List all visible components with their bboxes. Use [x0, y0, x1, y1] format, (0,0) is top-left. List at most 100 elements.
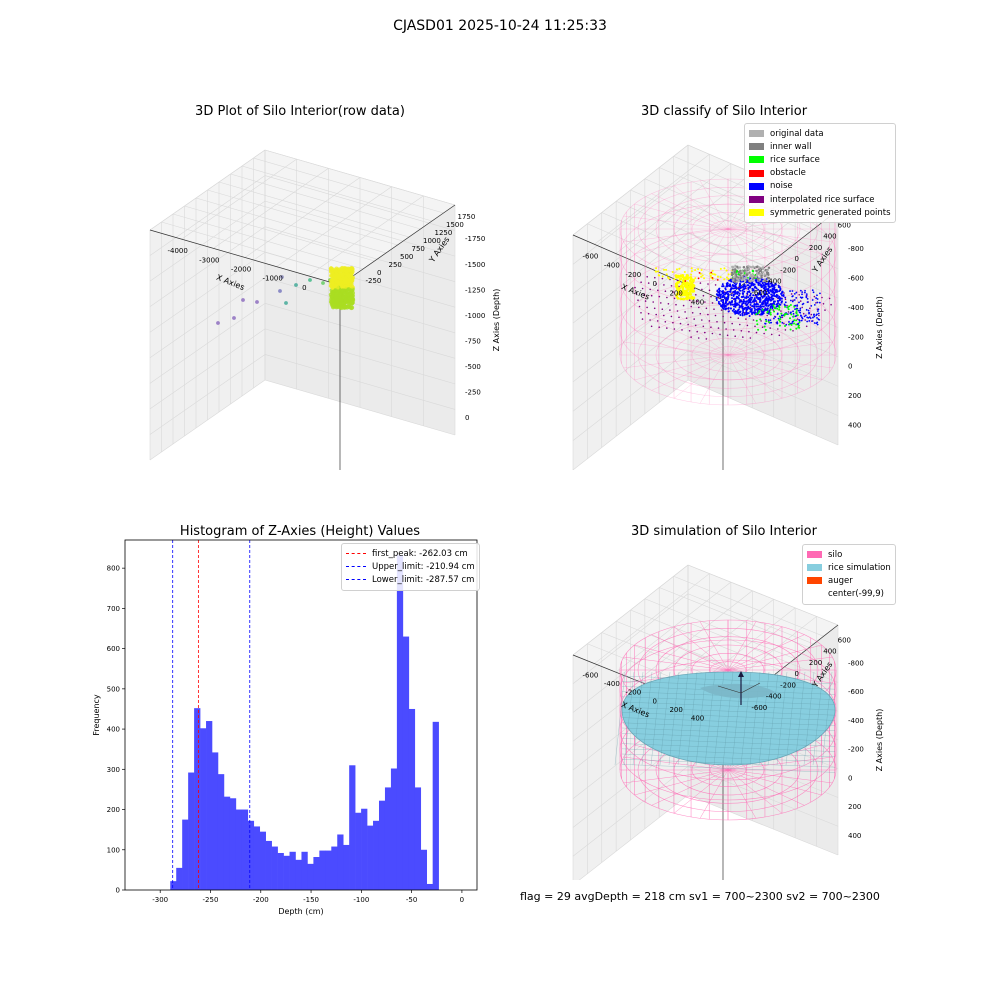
noise-point: [747, 306, 750, 309]
rice-surface-point: [755, 319, 758, 322]
noise-point: [783, 303, 786, 306]
y-tick-label: 200: [809, 244, 822, 252]
noise-point: [737, 303, 740, 306]
z-tick-label: -750: [465, 337, 481, 345]
noise-point: [759, 298, 762, 301]
inner-wall-point: [750, 266, 753, 269]
noise-point: [749, 299, 752, 302]
symmetric-point: [690, 273, 693, 276]
obstacle-point: [698, 271, 701, 274]
rice-surface-point: [787, 308, 790, 311]
y-tick-label: 1750: [458, 213, 476, 221]
grid-line: [218, 181, 410, 238]
noise-point: [755, 296, 758, 299]
inner-wall-point: [755, 265, 759, 269]
silo-wireframe: [727, 769, 757, 819]
noise-point: [769, 282, 772, 285]
rice-surface-point: [772, 304, 775, 307]
grid-line: [687, 350, 839, 416]
histogram-bar: [289, 851, 296, 890]
grid-line: [687, 593, 839, 655]
interpolated-point: [708, 320, 711, 322]
legend-label: rice simulation: [828, 562, 891, 573]
noise-point: [767, 284, 770, 287]
legend-entry: auger: [807, 574, 891, 587]
grid-line: [630, 189, 781, 256]
noise-point: [723, 295, 726, 298]
noise-point: [739, 305, 742, 308]
interpolated-point: [792, 330, 794, 332]
noise-point: [817, 312, 820, 315]
interpolated-point: [796, 318, 799, 320]
noise-point: [793, 292, 796, 295]
y-tick-label: 400: [823, 233, 836, 241]
symmetric-point: [711, 269, 714, 272]
rice-surface-point: [789, 303, 792, 306]
noise-point: [749, 303, 752, 306]
noise-point: [732, 308, 735, 311]
symmetric-point: [725, 269, 728, 272]
noise-point: [770, 295, 773, 298]
rice-surface-point: [798, 321, 801, 324]
interpolated-point: [684, 311, 686, 313]
symmetric-point: [688, 284, 692, 287]
histogram-bar: [235, 809, 243, 890]
interpolated-point: [702, 294, 705, 297]
noise-point: [815, 314, 818, 317]
inner-wall-point: [751, 279, 754, 282]
interpolated-point: [690, 336, 692, 338]
data-point: [339, 300, 344, 306]
inner-wall-point: [734, 268, 737, 271]
noise-point: [804, 289, 806, 292]
interpolated-point: [702, 325, 705, 328]
silo-wireframe: [727, 341, 833, 356]
interpolated-point: [666, 327, 668, 329]
symmetric-point: [713, 273, 716, 276]
legend-swatch: [346, 553, 366, 555]
noise-point: [759, 293, 762, 296]
auger: [717, 685, 742, 694]
noise-point: [741, 312, 744, 315]
rice-surface-point: [768, 321, 771, 324]
silo-wireframe: [623, 656, 729, 671]
grid-line: [264, 277, 456, 334]
data-point: [321, 281, 325, 285]
noise-point: [746, 292, 749, 295]
noise-point: [776, 322, 779, 325]
noise-point: [767, 290, 770, 293]
silo-wireframe: [634, 203, 729, 230]
noise-point: [720, 299, 723, 302]
symmetric-point: [687, 296, 691, 300]
data-point: [278, 289, 282, 293]
noise-point: [775, 293, 778, 296]
noise-point: [755, 305, 758, 308]
noise-point: [723, 305, 726, 308]
noise-point: [800, 297, 803, 299]
rice-surface-point: [789, 317, 792, 320]
symmetric-point: [679, 293, 683, 297]
noise-point: [752, 294, 755, 297]
data-point: [344, 269, 350, 274]
grid-line: [687, 203, 839, 270]
noise-point: [725, 283, 728, 286]
noise-point: [745, 313, 748, 316]
interpolated-point: [778, 334, 781, 337]
interpolated-point: [783, 322, 785, 325]
interpolated-point: [681, 329, 683, 331]
noise-point: [742, 309, 745, 312]
noise-point: [733, 303, 736, 306]
interpolated-point: [711, 332, 714, 335]
grid-line: [572, 291, 689, 383]
interpolated-point: [641, 287, 644, 290]
histogram-bar: [396, 555, 404, 890]
rice-surface-point: [779, 318, 782, 321]
data-point: [346, 273, 351, 278]
x-tick-label: 0: [460, 896, 464, 904]
noise-point: [806, 301, 809, 303]
silo-wireframe: [623, 341, 729, 356]
obstacle-point: [710, 271, 713, 274]
inner-wall-point: [761, 266, 765, 269]
interpolated-point: [740, 330, 743, 332]
rice-surface-point: [769, 308, 772, 311]
noise-point: [718, 293, 721, 296]
